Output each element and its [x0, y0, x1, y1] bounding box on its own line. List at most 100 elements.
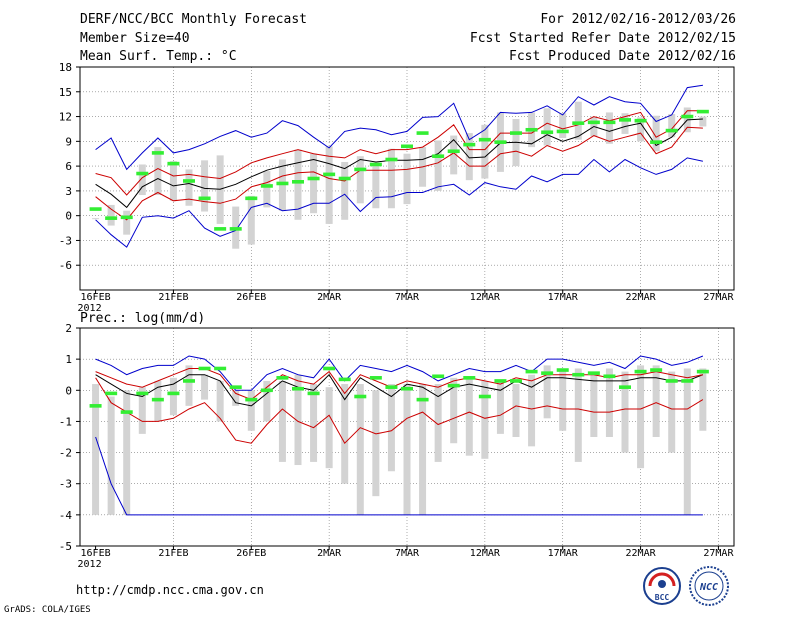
prec-ensemble-bar — [138, 387, 146, 434]
prec-xtick-label: 27MAR — [703, 548, 734, 559]
title-line-3: Mean Surf. Temp.: °C — [80, 49, 237, 64]
temp-observed-marker — [478, 137, 491, 142]
prec-panel: Prec.: log(mm/d) -5 -4 -3 -2 -1 0 1 2 16FEB 2012 21… — [59, 311, 735, 570]
temp-observed-marker — [183, 179, 195, 183]
temp-ensemble-bar — [341, 161, 349, 220]
temp-observed-marker — [416, 131, 429, 135]
prec-xtick-label-part: 22MAR — [626, 548, 657, 559]
prec-ensemble-bar — [387, 384, 395, 472]
temp-ytick-label: 15 — [59, 86, 72, 99]
prec-observed-marker — [634, 369, 647, 374]
temp-observed-marker — [307, 176, 320, 181]
prec-ensemble-bar — [574, 368, 582, 462]
prec-ensemble-bar — [341, 384, 349, 484]
prec-line-upper-spread — [95, 368, 703, 401]
temp-observed-marker — [198, 196, 211, 201]
temp-observed-marker — [292, 180, 304, 184]
temp-observed-marker — [525, 127, 538, 132]
prec-xtick-label-part: 26FEB — [236, 548, 266, 559]
temp-observed-marker — [354, 167, 367, 172]
prec-ensemble-bar — [450, 377, 458, 444]
prec-observed-marker — [260, 388, 273, 393]
temp-xtick-label-part: 27MAR — [703, 292, 734, 303]
prec-line-mean — [95, 373, 704, 407]
prec-xtick-label: 2MAR — [317, 548, 342, 559]
prec-xtick-label: 26FEB — [236, 548, 266, 559]
prec-observed-marker — [572, 372, 585, 377]
temp-line-mean — [95, 118, 703, 209]
prec-xtick-label-part: 2012 — [78, 559, 102, 570]
temp-ensemble-bar — [668, 114, 676, 138]
prec-observed-marker — [665, 379, 678, 383]
prec-ensemble-bar — [201, 374, 209, 400]
temp-observed-marker — [401, 144, 413, 149]
prec-observed-marker — [541, 371, 554, 375]
temp-observed-marker — [338, 176, 351, 181]
temp-xtick-label: 7MAR — [395, 292, 420, 303]
prec-ytick-label: 0 — [65, 384, 72, 397]
prec-ensemble-bar — [481, 380, 489, 459]
temp-ensemble-bar — [605, 112, 613, 144]
bcc-logo-arc — [648, 572, 676, 587]
prec-observed-marker — [385, 385, 398, 389]
temp-observed-marker — [432, 154, 445, 158]
prec-ensemble-bar — [434, 384, 442, 462]
prec-observed-marker — [401, 386, 413, 391]
prec-ensemble-bar — [668, 371, 676, 453]
temp-ensemble-bar — [201, 160, 209, 212]
prec-panel-title: Prec.: log(mm/d) — [80, 311, 205, 326]
prec-ensemble-bar — [356, 384, 364, 515]
temp-ensemble-bar — [185, 169, 193, 206]
temp-ensemble-bar — [247, 195, 255, 245]
temp-xtick-label: 12MAR — [470, 292, 501, 303]
temp-observed-marker — [120, 215, 133, 220]
prec-observed-marker — [214, 366, 227, 371]
prec-observed-marker — [478, 394, 491, 399]
temp-observed-marker — [681, 114, 694, 119]
prec-observed-marker — [89, 404, 102, 408]
prec-xtick-label-part: 7MAR — [395, 548, 420, 559]
ncc-logo-icon: NCC — [689, 566, 729, 606]
prec-ensemble-bar — [107, 396, 115, 515]
temp-observed-marker — [587, 120, 600, 125]
temp-ensemble-bar — [481, 124, 489, 179]
temp-xtick-label: 21FEB — [158, 292, 188, 303]
prec-ensemble-bar — [169, 377, 177, 416]
prec-xtick-label-part: 12MAR — [470, 548, 501, 559]
temp-xtick-label: 22MAR — [626, 292, 657, 303]
prec-observed-marker — [525, 369, 538, 374]
date-range-line: For 2012/02/16-2012/03/26 — [540, 12, 736, 27]
prec-ensemble-bar — [496, 380, 504, 434]
bcc-logo-icon: BCC — [643, 567, 681, 605]
prec-ensemble-bar — [559, 368, 567, 431]
prec-ensemble-bar — [185, 365, 193, 406]
prec-ensemble-bar — [621, 371, 629, 453]
prec-observed-marker — [151, 397, 164, 402]
prec-ensemble-bar — [403, 384, 411, 515]
prec-observed-marker — [463, 376, 476, 380]
prec-xtick-label: 7MAR — [395, 548, 420, 559]
prec-observed-marker — [338, 377, 351, 382]
temp-ytick-label: -3 — [59, 234, 72, 247]
prec-observed-marker — [183, 379, 195, 383]
temp-ensemble-bar — [699, 116, 707, 127]
prec-observed-marker — [494, 379, 507, 383]
temp-observed-marker — [245, 196, 258, 201]
temp-ytick-label: 12 — [59, 111, 72, 124]
temp-observed-marker — [603, 120, 616, 125]
temp-xtick-label-part: 17MAR — [548, 292, 579, 303]
prec-observed-marker — [229, 385, 242, 389]
temp-plot-frame — [79, 66, 735, 291]
source-url[interactable]: http://cmdp.ncc.cma.gov.cn — [76, 583, 264, 597]
temp-ytick-label: 9 — [65, 135, 72, 148]
temp-ytick-label: 3 — [65, 185, 72, 198]
temp-ensemble-bar — [621, 113, 629, 134]
temp-observed-marker — [665, 128, 678, 133]
temp-observed-marker — [260, 184, 273, 188]
prec-observed-marker — [245, 397, 258, 402]
temp-ytick-label: 0 — [65, 210, 72, 223]
temp-xtick-label: 16FEB 2012 — [78, 292, 111, 314]
prec-ensemble-bar — [683, 368, 691, 515]
prec-observed-marker — [105, 391, 118, 396]
